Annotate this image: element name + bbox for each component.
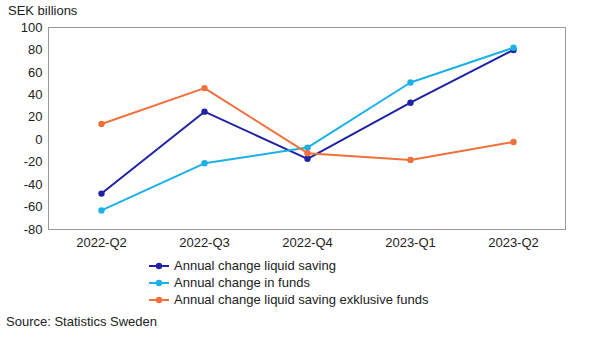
svg-text:-60: -60 [24,199,43,214]
svg-text:-40: -40 [24,177,43,192]
svg-text:2022-Q3: 2022-Q3 [179,235,230,250]
svg-text:2022-Q4: 2022-Q4 [282,235,333,250]
svg-text:2023-Q2: 2023-Q2 [488,235,539,250]
html-text:Annual change liquid saving: Annual change liquid saving [174,258,336,273]
svg-text:0: 0 [35,132,42,147]
svg-text:-80: -80 [24,222,43,237]
svg-text:40: 40 [28,87,42,102]
svg-text:2023-Q1: 2023-Q1 [385,235,436,250]
html-text:Source: Statistics Sweden: Source: Statistics Sweden [6,314,157,329]
html-text:Annual change in funds: Annual change in funds [174,275,310,290]
svg-text:60: 60 [28,65,42,80]
svg-text:-20: -20 [24,154,43,169]
svg-text:20: 20 [28,109,42,124]
html-text:Annual change liquid saving ex: Annual change liquid saving exklusive fu… [174,292,429,307]
svg-text:2022-Q2: 2022-Q2 [76,235,127,250]
html-text:SEK billions: SEK billions [8,3,78,18]
svg-text:100: 100 [21,20,43,35]
svg-text:80: 80 [28,42,42,57]
